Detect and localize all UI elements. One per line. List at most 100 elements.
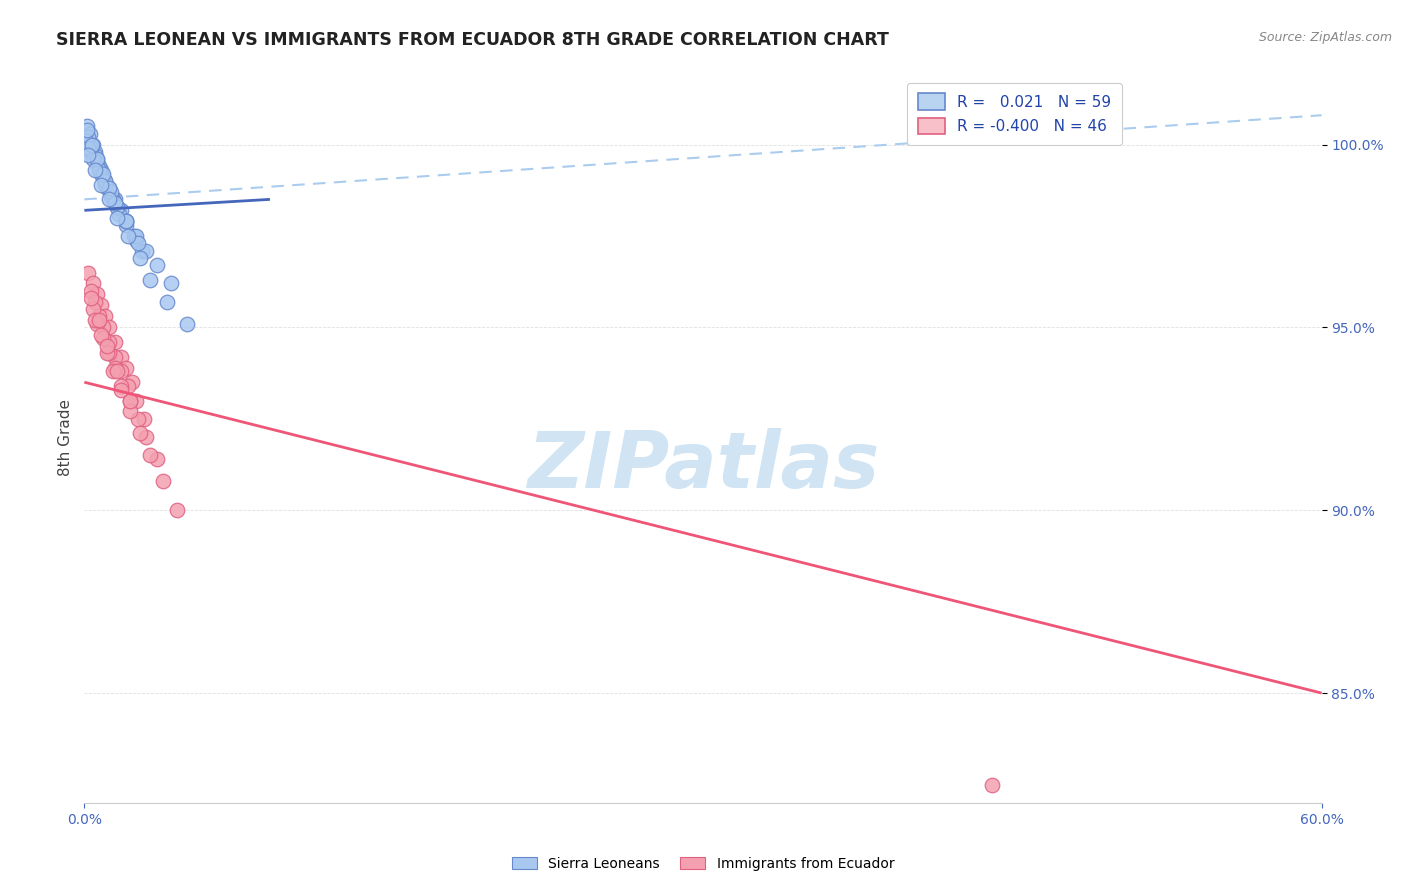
Point: [104, 193, 127, 207]
Point: [118, 393, 141, 408]
Point: [110, 379, 132, 393]
Point: [76, 123, 98, 137]
Legend: Sierra Leoneans, Immigrants from Ecuador: Sierra Leoneans, Immigrants from Ecuador: [506, 851, 900, 876]
Point: [135, 244, 157, 258]
Y-axis label: 8th Grade: 8th Grade: [58, 399, 73, 475]
Point: [79, 141, 101, 155]
Point: [79, 284, 101, 298]
Point: [139, 273, 162, 287]
Point: [156, 294, 179, 309]
Point: [114, 218, 136, 232]
Point: [94, 174, 117, 188]
Point: [131, 244, 153, 258]
Point: [104, 350, 127, 364]
Point: [76, 120, 98, 134]
Text: Source: ZipAtlas.com: Source: ZipAtlas.com: [1258, 31, 1392, 45]
Point: [103, 364, 125, 378]
Point: [86, 287, 108, 301]
Point: [96, 339, 118, 353]
Point: [91, 331, 114, 345]
Point: [83, 163, 105, 178]
Point: [105, 364, 128, 378]
Point: [83, 148, 105, 162]
Legend: R =   0.021   N = 59, R = -0.400   N = 46: R = 0.021 N = 59, R = -0.400 N = 46: [907, 83, 1122, 145]
Point: [166, 503, 188, 517]
Point: [139, 449, 162, 463]
Point: [118, 393, 141, 408]
Point: [104, 196, 127, 211]
Point: [91, 167, 114, 181]
Point: [108, 207, 131, 221]
Point: [110, 203, 132, 218]
Point: [980, 778, 1002, 792]
Point: [176, 317, 198, 331]
Point: [100, 188, 122, 202]
Point: [121, 376, 143, 390]
Point: [82, 277, 104, 291]
Point: [79, 127, 101, 141]
Point: [125, 229, 148, 244]
Point: [91, 170, 114, 185]
Point: [87, 163, 110, 178]
Point: [105, 211, 128, 225]
Point: [129, 251, 152, 265]
Point: [83, 294, 105, 309]
Point: [104, 360, 127, 375]
Point: [87, 310, 110, 324]
Point: [77, 141, 100, 155]
Point: [105, 200, 128, 214]
Point: [118, 404, 141, 418]
Point: [110, 383, 132, 397]
Point: [117, 379, 139, 393]
Point: [80, 137, 103, 152]
Point: [98, 181, 121, 195]
Point: [82, 152, 104, 166]
Point: [77, 266, 100, 280]
Point: [103, 193, 125, 207]
Point: [129, 426, 152, 441]
Point: [87, 313, 110, 327]
Point: [145, 452, 167, 467]
Point: [77, 130, 100, 145]
Point: [98, 193, 121, 207]
Point: [110, 350, 132, 364]
Point: [79, 145, 101, 159]
Point: [114, 360, 136, 375]
Point: [98, 320, 121, 334]
Point: [125, 393, 148, 408]
Point: [90, 298, 112, 312]
Point: [94, 174, 117, 188]
Point: [98, 181, 121, 195]
Point: [90, 167, 112, 181]
Point: [114, 214, 136, 228]
Point: [90, 163, 112, 178]
Point: [82, 302, 104, 317]
Point: [94, 178, 117, 192]
Point: [77, 148, 100, 162]
Point: [87, 160, 110, 174]
Point: [145, 258, 167, 272]
Point: [127, 236, 149, 251]
Point: [94, 310, 117, 324]
Point: [110, 364, 132, 378]
Point: [152, 474, 174, 488]
Point: [91, 320, 114, 334]
Point: [90, 178, 112, 192]
Point: [125, 233, 148, 247]
Point: [75, 134, 97, 148]
Point: [127, 412, 149, 426]
Point: [117, 229, 139, 244]
Point: [135, 430, 157, 444]
Point: [98, 346, 121, 360]
Point: [98, 334, 121, 349]
Point: [96, 181, 118, 195]
Point: [96, 346, 118, 360]
Point: [105, 200, 128, 214]
Point: [122, 229, 145, 244]
Point: [82, 137, 104, 152]
Point: [83, 313, 105, 327]
Point: [160, 277, 183, 291]
Point: [86, 152, 108, 166]
Point: [83, 145, 105, 159]
Point: [104, 334, 127, 349]
